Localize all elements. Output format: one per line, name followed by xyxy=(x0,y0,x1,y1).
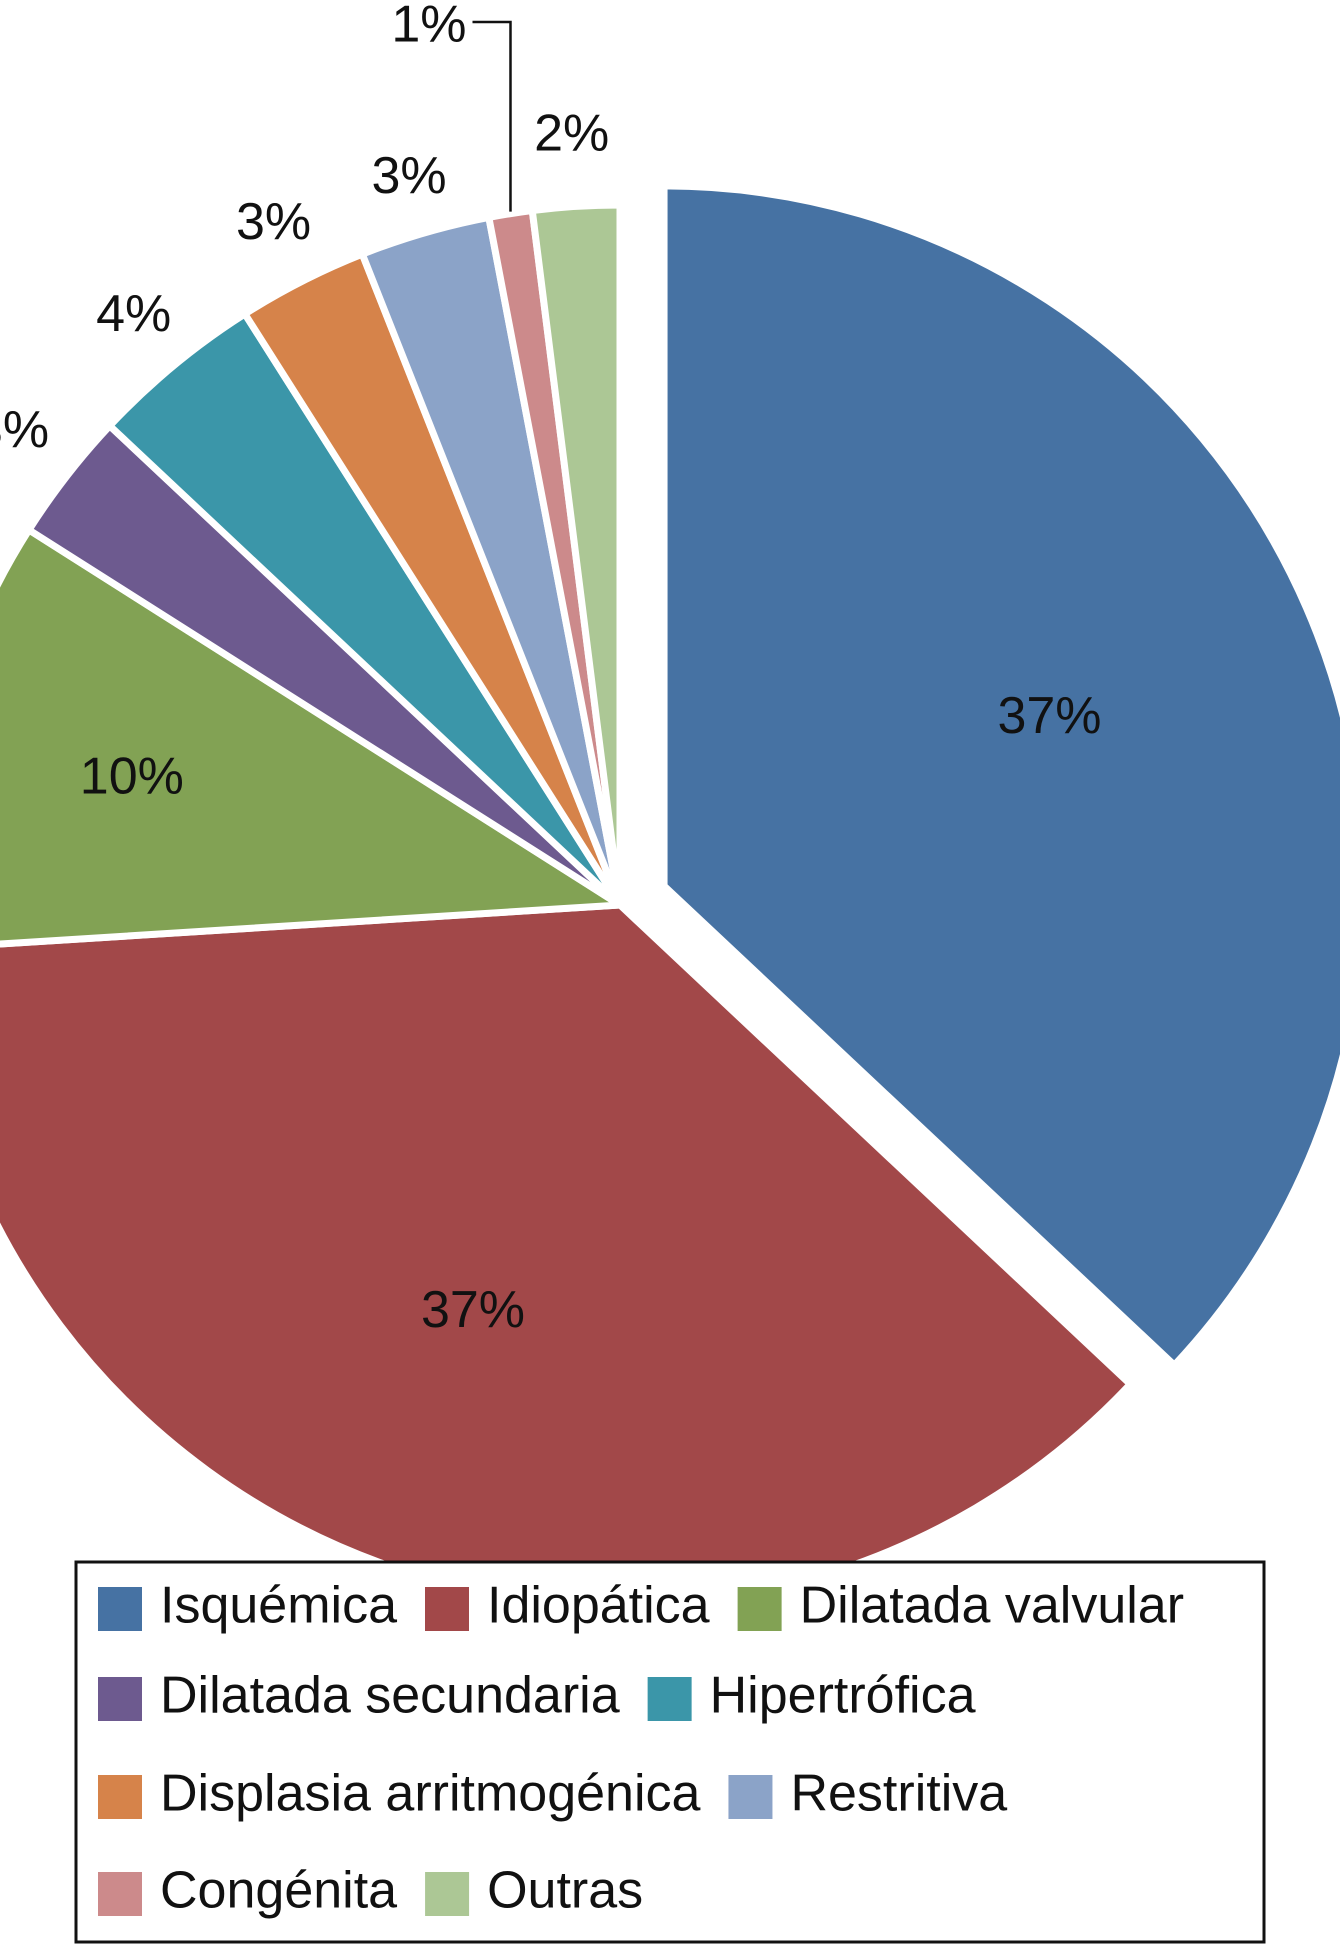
legend-label-restritiva: Restritiva xyxy=(790,1765,1007,1823)
legend-swatch-congenita xyxy=(98,1872,142,1916)
slice-label-restritiva: 3% xyxy=(372,147,447,205)
leader-line-congenita xyxy=(472,20,512,212)
slice-label-displasia-arritmogenica: 3% xyxy=(236,193,311,251)
slice-label-dilatada-secundaria: 3% xyxy=(0,401,49,459)
slice-label-isquemica: 37% xyxy=(997,687,1101,745)
pie-slice-outras xyxy=(528,201,624,906)
legend-swatch-idiopatica xyxy=(425,1587,469,1631)
legend-label-congenita: Congénita xyxy=(160,1862,397,1920)
leader-lines xyxy=(472,20,512,212)
legend-swatch-hipertrofica xyxy=(647,1677,692,1721)
legend-swatch-outras xyxy=(425,1872,470,1916)
slice-label-congenita: 1% xyxy=(391,0,466,54)
legend-label-dilatada-valvular: Dilatada valvular xyxy=(800,1577,1184,1635)
legend-label-isquemica: Isquémica xyxy=(160,1577,397,1635)
legend-label-idiopatica: Idiopática xyxy=(487,1577,710,1635)
pie-slices xyxy=(0,182,1340,1609)
slice-label-hipertrofica: 4% xyxy=(96,285,171,343)
legend-label-dilatada-secundaria: Dilatada secundaria xyxy=(160,1667,620,1725)
legend-swatch-restritiva xyxy=(728,1775,773,1819)
legend-box xyxy=(74,1560,1266,1944)
legend-label-outras: Outras xyxy=(487,1862,643,1920)
legend-label-displasia-arritmogenica: Displasia arritmogénica xyxy=(160,1765,701,1823)
slice-labels: 37% 37% 10% 3% 4% 3% 3% 1% 2% xyxy=(0,0,1102,1339)
legend-label-hipertrofica: Hipertrófica xyxy=(710,1667,976,1725)
slice-label-dilatada-valvular: 10% xyxy=(80,747,184,805)
legend-swatch-dilatada-secundaria xyxy=(98,1677,142,1721)
slice-label-idiopatica: 37% xyxy=(421,1281,525,1339)
pie-slice-dilatada-valvular xyxy=(0,525,631,948)
legend: Isquémica Idiopática Dilatada valvular Dila… xyxy=(74,1560,1266,1944)
legend-swatch-isquemica xyxy=(98,1587,142,1631)
slice-label-outras: 2% xyxy=(534,104,609,162)
legend-swatch-displasia-arritmogenica xyxy=(98,1775,142,1819)
legend-swatch-dilatada-valvular xyxy=(737,1587,782,1631)
pie-slice-isquemica xyxy=(660,182,1340,1371)
